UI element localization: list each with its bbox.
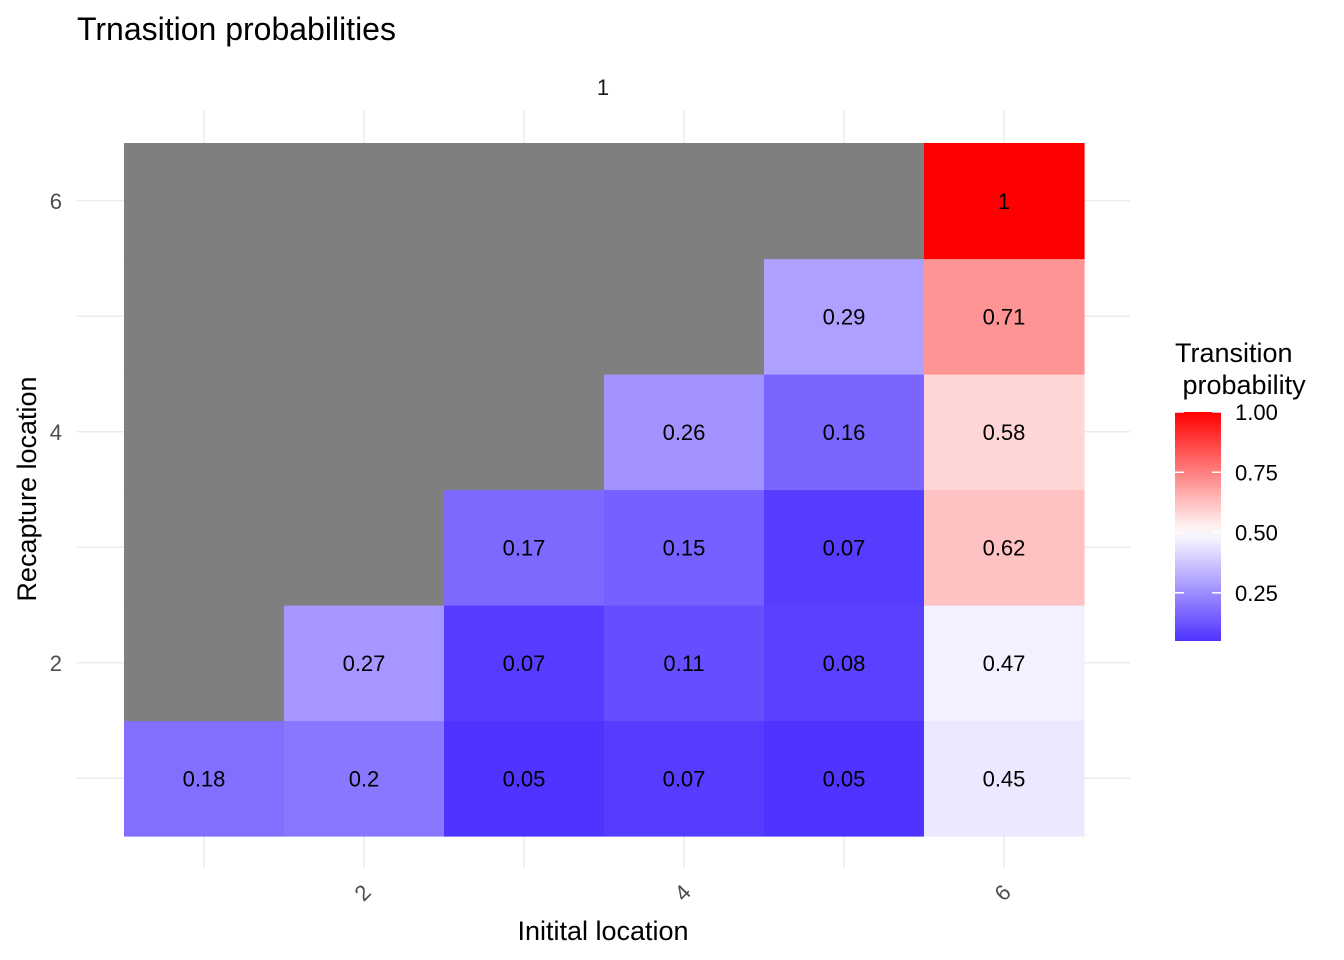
heatmap-cell — [764, 489, 925, 606]
cell-value-label: 0.11 — [663, 651, 704, 676]
legend-title-line-2: probability — [1175, 370, 1306, 400]
cell-value-label: 0.16 — [823, 420, 866, 445]
legend-colorbar — [1175, 412, 1221, 641]
x-tick-label: 2 — [350, 880, 376, 906]
heatmap-cells — [124, 143, 1085, 837]
heatmap-cell — [444, 720, 605, 837]
heatmap-cell — [124, 489, 285, 606]
heatmap-cell — [924, 374, 1085, 491]
legend-tick-label: 0.25 — [1235, 581, 1278, 606]
legend-ticks: 0.25 0.50 0.75 1.00 — [1175, 400, 1278, 606]
legend-tick-label: 0.75 — [1235, 460, 1278, 485]
heatmap-cell — [444, 489, 605, 606]
heatmap-cell — [284, 720, 445, 837]
heatmap-cell — [924, 605, 1085, 722]
cell-value-label: 0.07 — [503, 651, 546, 676]
cell-value-label: 0.17 — [503, 535, 546, 560]
chart-title: Trnasition probabilities — [77, 11, 396, 47]
cell-value-label: 0.27 — [343, 651, 386, 676]
cell-value-label: 0.05 — [503, 766, 546, 791]
heatmap-cell — [444, 258, 605, 375]
heatmap-cell — [924, 489, 1085, 606]
cell-value-label: 0.08 — [823, 651, 866, 676]
heatmap-cell — [284, 258, 445, 375]
heatmap-cell — [764, 258, 925, 375]
heatmap-cell — [284, 605, 445, 722]
heatmap-cell — [604, 374, 765, 491]
heatmap-cell — [444, 605, 605, 722]
x-tick-label: 6 — [990, 880, 1016, 906]
heatmap-cell — [124, 143, 285, 260]
cell-value-label: 0.29 — [823, 304, 866, 329]
heatmap-cell — [124, 258, 285, 375]
cell-value-label: 0.71 — [983, 304, 1026, 329]
heatmap-cell — [124, 720, 285, 837]
cell-value-label: 0.45 — [983, 766, 1026, 791]
heatmap-cell — [604, 605, 765, 722]
legend-tick-label: 1.00 — [1235, 400, 1278, 425]
legend-title-line-1: Transition — [1175, 338, 1293, 368]
y-tick-label: 2 — [50, 651, 62, 676]
heatmap-cell — [124, 374, 285, 491]
cell-value-label: 0.2 — [349, 766, 380, 791]
cell-value-label: 1 — [998, 189, 1010, 214]
heatmap-cell — [604, 720, 765, 837]
heatmap-cell — [924, 258, 1085, 375]
cell-value-label: 0.18 — [183, 766, 226, 791]
heatmap-cell — [444, 374, 605, 491]
cell-value-label: 0.58 — [983, 420, 1026, 445]
facet-strip-label: 1 — [597, 75, 609, 100]
cell-value-label: 0.05 — [823, 766, 866, 791]
heatmap-cell — [604, 489, 765, 606]
heatmap-cell — [604, 258, 765, 375]
y-axis-label: Recapture location — [12, 376, 42, 601]
heatmap-cell — [124, 605, 285, 722]
heatmap-cell — [764, 374, 925, 491]
x-axis-label: Initital location — [517, 916, 688, 946]
x-tick-label: 4 — [670, 880, 696, 906]
heatmap-cell — [284, 374, 445, 491]
y-axis-ticks: 2 4 6 — [50, 189, 62, 676]
heatmap-cell — [284, 489, 445, 606]
y-tick-label: 4 — [50, 420, 62, 445]
heatmap-cell — [604, 143, 765, 260]
cell-value-label: 0.26 — [663, 420, 706, 445]
heatmap-cell — [924, 143, 1085, 260]
heatmap-cell — [764, 143, 925, 260]
color-legend: Transition probability 0.25 0.50 0.75 1.00 — [1175, 338, 1306, 641]
heatmap-cell — [444, 143, 605, 260]
cell-value-label: 0.47 — [983, 651, 1026, 676]
legend-tick-label: 0.50 — [1235, 521, 1278, 546]
cell-value-label: 0.07 — [663, 766, 706, 791]
cell-value-label: 0.07 — [823, 535, 866, 560]
heatmap-cell — [764, 605, 925, 722]
cell-value-label: 0.15 — [663, 535, 706, 560]
x-axis-ticks: 2 4 6 — [350, 880, 1016, 906]
heatmap-cell — [764, 720, 925, 837]
heatmap-cell — [284, 143, 445, 260]
y-tick-label: 6 — [50, 189, 62, 214]
heatmap-cell — [924, 720, 1085, 837]
cell-value-label: 0.62 — [983, 535, 1026, 560]
cell-labels: 0.18 0.2 0.05 0.07 0.05 0.45 0.27 0.07 0.11 0.08 0… — [183, 189, 1026, 792]
